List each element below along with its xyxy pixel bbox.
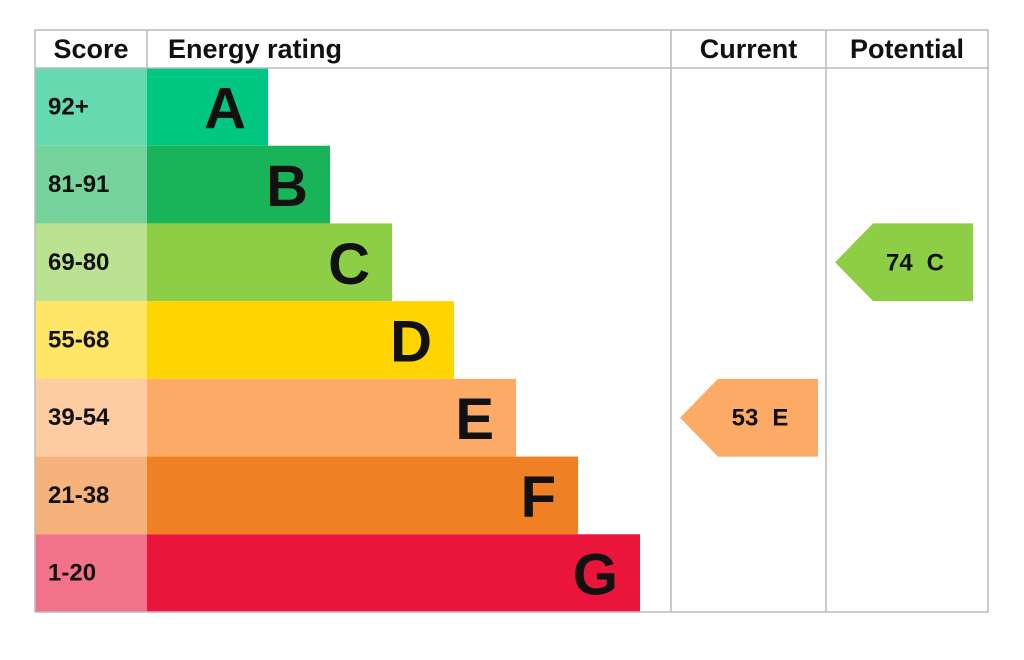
header-score: Score bbox=[53, 34, 128, 64]
header-rating: Energy rating bbox=[168, 34, 342, 64]
rating-letter: D bbox=[390, 310, 432, 375]
rating-letter: B bbox=[266, 154, 308, 219]
table-border bbox=[34, 29, 989, 613]
potential-letter: C bbox=[927, 249, 944, 276]
score-label: 81-91 bbox=[48, 171, 109, 198]
score-cell bbox=[35, 456, 147, 535]
score-cell bbox=[35, 223, 147, 302]
score-cell bbox=[35, 68, 147, 146]
current-label: 53 E bbox=[732, 404, 789, 431]
score-cell bbox=[35, 301, 147, 379]
rating-bar bbox=[147, 378, 516, 457]
rating-letter: E bbox=[455, 387, 494, 452]
rating-letter: G bbox=[573, 543, 618, 608]
score-label: 1-20 bbox=[48, 560, 96, 587]
score-label: 55-68 bbox=[48, 327, 109, 354]
rating-bar bbox=[147, 534, 640, 612]
score-cell bbox=[35, 534, 147, 612]
rating-letter: F bbox=[521, 465, 556, 530]
potential-value: 74 bbox=[886, 249, 913, 276]
potential-label: 74 C bbox=[886, 249, 944, 276]
rating-bar bbox=[147, 301, 454, 379]
potential-arrow bbox=[835, 223, 973, 302]
rating-bar bbox=[147, 68, 268, 146]
score-label: 39-54 bbox=[48, 404, 110, 431]
rating-letter: A bbox=[204, 76, 246, 141]
score-label: 69-80 bbox=[48, 249, 109, 276]
rating-bar bbox=[147, 145, 330, 224]
rating-letter: C bbox=[328, 232, 370, 297]
score-label: 21-38 bbox=[48, 482, 109, 509]
score-cell bbox=[35, 378, 147, 457]
header-potential: Potential bbox=[850, 34, 964, 64]
rating-bar bbox=[147, 223, 392, 302]
current-letter: E bbox=[772, 404, 788, 431]
rating-bar bbox=[147, 456, 578, 535]
current-value: 53 bbox=[732, 404, 759, 431]
current-arrow bbox=[680, 378, 818, 457]
header-current: Current bbox=[700, 34, 798, 64]
score-cell bbox=[35, 145, 147, 224]
score-label: 92+ bbox=[48, 93, 89, 120]
